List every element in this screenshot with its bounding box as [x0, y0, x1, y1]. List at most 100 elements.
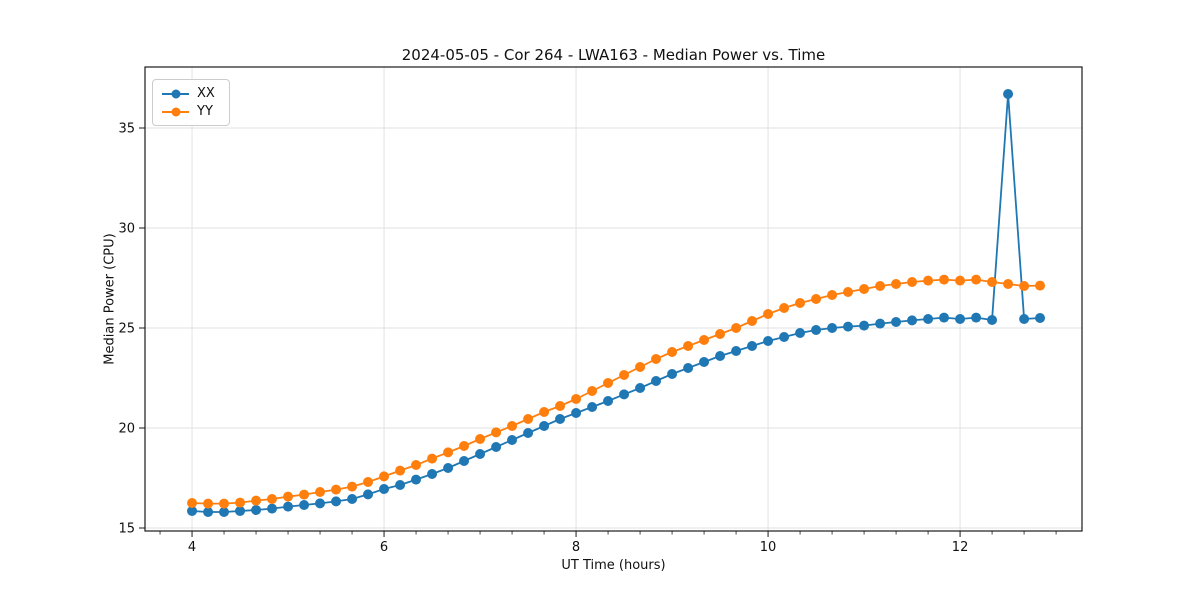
series-yy-marker	[731, 323, 742, 333]
series-yy-marker	[907, 277, 918, 287]
legend-marker-yy	[171, 107, 180, 116]
series-xx-marker	[203, 507, 214, 517]
series-xx-line	[191, 93, 1041, 513]
series-yy-marker	[859, 284, 870, 294]
series-yy-marker	[331, 484, 342, 495]
series-xx-marker	[715, 351, 726, 361]
series-yy-marker	[923, 275, 934, 286]
series-xx-marker	[187, 506, 198, 516]
series-yy-marker	[571, 394, 582, 404]
series-xx-marker	[347, 494, 358, 504]
series-yy-marker	[811, 294, 822, 304]
series-yy-marker	[539, 407, 550, 417]
series-xx-marker	[427, 469, 438, 479]
series-yy-marker	[475, 434, 486, 444]
series-xx-marker	[379, 484, 390, 494]
series-xx-marker	[923, 314, 934, 324]
y-tick-label: 15	[118, 522, 135, 537]
series-xx-marker	[635, 383, 646, 393]
series-yy-marker	[379, 471, 390, 482]
series-yy-marker	[843, 287, 854, 297]
series-xx-marker	[859, 320, 870, 331]
series-xx-marker	[907, 315, 918, 326]
series-xx-marker	[267, 503, 278, 514]
series-xx-marker	[475, 449, 486, 459]
series-xx-marker	[795, 328, 806, 338]
series-yy-marker	[251, 495, 262, 506]
series-xx-marker	[731, 346, 742, 356]
series-xx-marker	[955, 314, 966, 324]
series-yy-marker	[603, 378, 614, 388]
series-yy-marker	[779, 303, 790, 313]
series-yy-marker	[747, 316, 758, 326]
series-xx-marker	[299, 500, 310, 510]
legend-label-yy: YY	[197, 104, 213, 119]
series-xx-marker	[571, 408, 582, 418]
series-xx-marker	[523, 428, 534, 438]
series-xx-marker	[891, 317, 902, 327]
series-yy-marker	[219, 498, 230, 509]
series-yy-marker	[315, 487, 326, 497]
legend-line-sample-yy	[162, 107, 189, 116]
series-yy-marker	[955, 275, 966, 286]
series-yy-marker	[667, 347, 678, 357]
series-yy-marker	[187, 498, 198, 508]
series-yy-marker	[507, 421, 518, 431]
series-yy-marker	[459, 441, 470, 451]
series-xx-marker	[395, 480, 406, 490]
series-yy-marker	[203, 498, 214, 509]
series-yy-marker	[619, 370, 630, 380]
series-xx-marker	[843, 321, 854, 332]
series-xx-marker	[283, 501, 294, 512]
series-xx-marker	[587, 402, 598, 412]
series-yy-marker	[683, 341, 694, 351]
series-yy-marker	[443, 447, 454, 458]
series-yy-marker	[1003, 279, 1014, 289]
series-yy-marker	[299, 489, 310, 500]
series-xx-marker	[443, 463, 454, 473]
series-yy-marker	[891, 279, 902, 289]
series-xx-marker	[619, 389, 630, 400]
series-xx-marker	[603, 396, 614, 406]
legend-line-sample-xx	[162, 89, 189, 98]
series-xx-marker	[1019, 314, 1030, 324]
series-yy-marker	[699, 335, 710, 345]
series-yy-marker	[651, 354, 662, 364]
series-xx-marker	[971, 312, 982, 323]
series-yy-marker	[267, 494, 278, 504]
axes-frame	[144, 66, 1083, 532]
series-xx-marker	[683, 363, 694, 373]
series-yy-marker	[875, 281, 886, 291]
series-yy-marker	[427, 453, 438, 464]
series-xx-marker	[251, 505, 262, 515]
series-yy-marker	[635, 362, 646, 372]
x-tick-label: 4	[188, 540, 196, 555]
y-tick-label: 20	[118, 422, 135, 437]
series-yy-marker	[363, 477, 374, 487]
x-tick-label: 12	[952, 540, 969, 555]
series-xx-marker	[331, 496, 342, 507]
series-xx-marker	[235, 506, 246, 516]
series-yy-marker	[715, 329, 726, 339]
chart-title: 2024-05-05 - Cor 264 - LWA163 - Median P…	[401, 46, 826, 64]
series-xx-marker	[1035, 313, 1046, 323]
series-xx-marker	[747, 341, 758, 351]
series-xx-marker	[667, 369, 678, 379]
series-yy-marker	[523, 414, 534, 424]
series-yy-marker	[795, 298, 806, 308]
series-xx-marker	[987, 315, 998, 325]
series-xx-marker	[459, 456, 470, 466]
series-xx-marker	[699, 357, 710, 367]
series-xx-marker	[1003, 89, 1014, 99]
y-tick-label: 30	[118, 222, 135, 237]
series-xx-marker	[411, 474, 422, 485]
series-yy-marker	[987, 277, 998, 287]
series-yy-marker	[491, 427, 502, 438]
series-yy-marker	[827, 290, 838, 300]
legend-label-xx: XX	[197, 86, 215, 101]
series-xx-marker	[827, 323, 838, 333]
series-yy-marker	[411, 460, 422, 470]
y-tick-label: 35	[118, 122, 135, 137]
x-tick-label: 6	[380, 540, 388, 555]
